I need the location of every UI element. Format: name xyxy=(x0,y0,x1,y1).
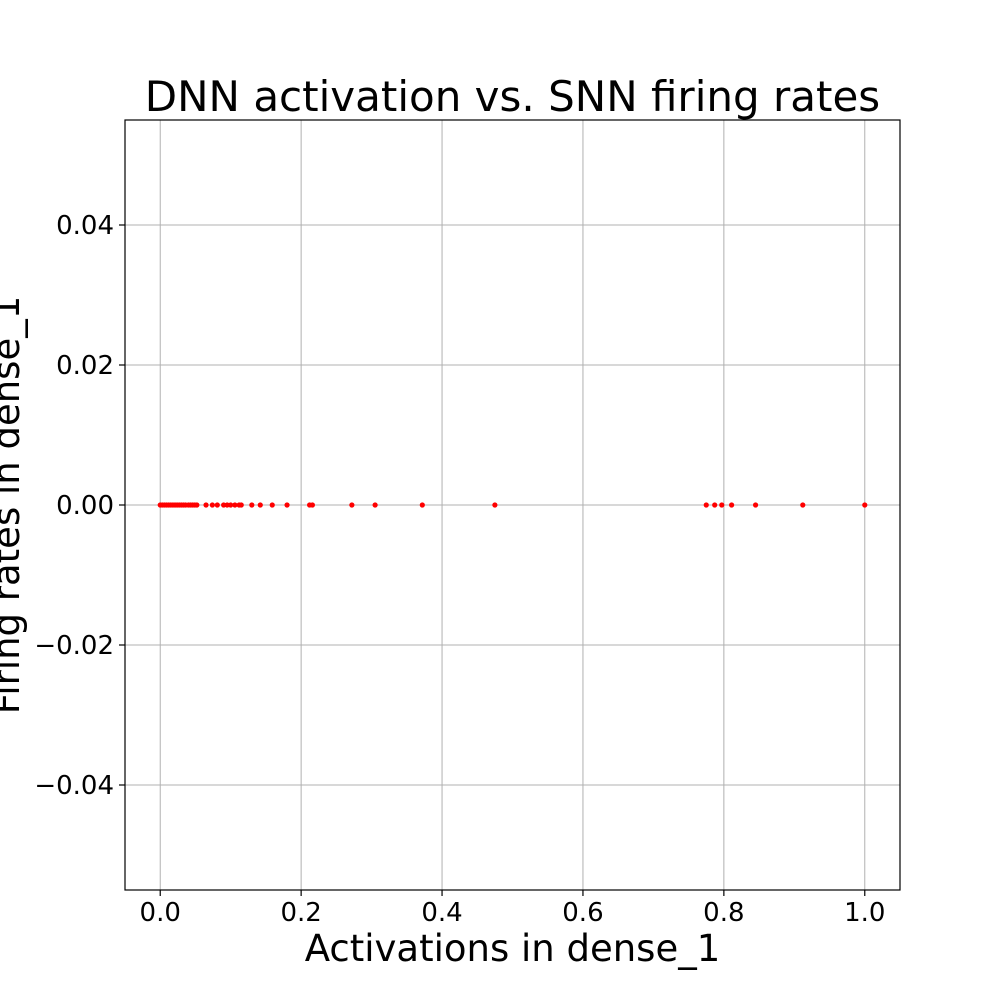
data-point xyxy=(492,502,498,508)
data-point xyxy=(703,502,709,508)
data-point xyxy=(257,502,263,508)
y-tick-label: 0.04 xyxy=(56,211,114,241)
x-axis-label: Activations in dense_1 xyxy=(305,927,721,970)
data-point xyxy=(862,502,868,508)
data-point xyxy=(249,502,255,508)
x-tick-label: 0.2 xyxy=(280,898,321,928)
data-point xyxy=(238,502,244,508)
data-point xyxy=(228,502,234,508)
data-point xyxy=(719,502,725,508)
x-tick-label: 1.0 xyxy=(844,898,885,928)
y-axis-ticks: 0.04 0.02 0.00 −0.02 −0.04 xyxy=(34,211,125,801)
data-point xyxy=(419,502,425,508)
data-point xyxy=(209,502,215,508)
data-point xyxy=(284,502,290,508)
data-point xyxy=(752,502,759,508)
data-point xyxy=(349,502,355,508)
data-point xyxy=(372,502,378,508)
data-point xyxy=(194,502,200,508)
y-tick-label: 0.02 xyxy=(56,351,114,381)
data-point xyxy=(214,502,220,508)
x-tick-label: 0.6 xyxy=(562,898,603,928)
data-point xyxy=(309,502,316,508)
y-tick-label: 0.00 xyxy=(56,491,114,521)
x-tick-label: 0.4 xyxy=(421,898,462,928)
x-tick-label: 0.0 xyxy=(140,898,181,928)
y-tick-label: −0.04 xyxy=(34,771,114,801)
x-axis-ticks: 0.0 0.2 0.4 0.6 0.8 1.0 xyxy=(140,890,885,928)
data-point xyxy=(712,502,718,508)
x-tick-label: 0.8 xyxy=(703,898,744,928)
chart-title: DNN activation vs. SNN firing rates xyxy=(145,72,880,121)
data-point xyxy=(269,502,275,508)
data-point xyxy=(203,502,209,508)
data-point xyxy=(800,502,806,508)
data-point xyxy=(729,502,735,508)
y-tick-label: −0.02 xyxy=(34,631,114,661)
data-point xyxy=(232,502,238,508)
data-points xyxy=(157,502,868,508)
y-axis-label: Firing rates in dense_1 xyxy=(0,296,28,715)
